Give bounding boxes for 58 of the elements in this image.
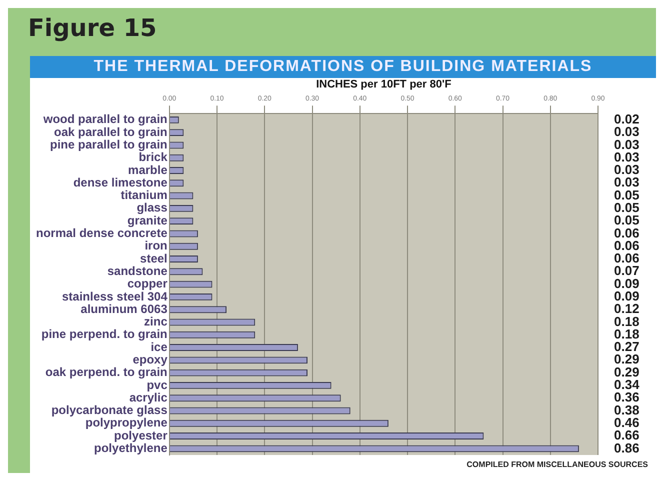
data-label: 0.05	[614, 200, 640, 216]
y-tick-label: pine parallel to grain	[50, 138, 168, 152]
data-label: 0.03	[614, 149, 640, 164]
data-label: 0.05	[614, 187, 640, 202]
y-tick-label: iron	[144, 238, 168, 253]
y-tick-label: ice	[150, 340, 168, 354]
data-label: 0.03	[614, 174, 640, 190]
y-tick-label: sandstone	[107, 264, 168, 278]
data-label: 0.09	[614, 288, 640, 304]
x-axis-title: INCHES per 10FT per 80'F	[316, 78, 452, 91]
data-label: 0.06	[614, 250, 640, 266]
data-label: 0.12	[614, 301, 640, 316]
data-label: 0.18	[614, 326, 640, 342]
data-label: 0.66	[614, 428, 640, 443]
data-label: 0.03	[614, 162, 640, 178]
data-label: 0.09	[614, 276, 640, 291]
y-tick-label: polypropylene	[85, 416, 168, 430]
y-tick-label: stainless steel 304	[62, 289, 168, 304]
data-label: 0.38	[614, 402, 640, 418]
y-tick-label: wood parallel to grain	[42, 112, 168, 126]
chart-title: Figure 15	[27, 13, 158, 44]
y-tick-label: oak perpend. to grain	[45, 365, 168, 380]
y-tick-label: polycarbonate glass	[51, 403, 168, 418]
y-tick-label: epoxy	[132, 352, 168, 366]
data-label: 0.06	[614, 225, 640, 240]
y-tick-label: normal dense concrete	[36, 226, 168, 240]
y-tick-label: marble	[128, 162, 168, 177]
y-tick-label: polyester	[114, 428, 168, 442]
y-tick-label: pine perpend. to grain	[41, 327, 168, 342]
y-tick-label: copper	[127, 276, 168, 291]
y-tick-label: pvc	[146, 378, 168, 392]
data-label: 0.34	[614, 377, 640, 392]
data-label: 0.29	[614, 364, 640, 380]
text: COMPILED FROM MISCELLANEOUS SOURCES	[466, 460, 649, 470]
y-tick-label: oak parallel to grain	[54, 124, 168, 139]
data-label: 0.27	[614, 339, 640, 354]
data-label: 0.46	[614, 414, 640, 430]
data-label: 0.05	[614, 212, 640, 228]
data-label: 0.29	[614, 352, 640, 367]
chart-subtitle: THE THERMAL DEFORMATIONS OF BUILDING MATERIALS	[30, 56, 656, 78]
y-tick-label: polyethylene	[94, 440, 168, 455]
data-label: 0.86	[614, 440, 640, 456]
y-tick-label: glass	[136, 200, 168, 215]
y-tick-label: acrylic	[129, 390, 168, 404]
data-label: 0.03	[614, 136, 640, 152]
y-tick-label: titanium	[120, 188, 168, 202]
y-tick-label: dense limestone	[73, 175, 168, 190]
data-label: 0.02	[614, 112, 640, 126]
y-tick-label: aluminum 6063	[80, 302, 168, 316]
data-label: 0.03	[614, 124, 640, 140]
data-label: 0.06	[614, 238, 640, 253]
data-label: 0.18	[614, 314, 640, 329]
y-tick-label: brick	[138, 150, 168, 164]
data-label: 0.36	[614, 390, 640, 405]
y-tick-label: zinc	[144, 314, 168, 329]
y-tick-label: granite	[127, 213, 168, 228]
y-tick-label: steel	[140, 251, 168, 266]
data-label: 0.07	[614, 263, 640, 278]
